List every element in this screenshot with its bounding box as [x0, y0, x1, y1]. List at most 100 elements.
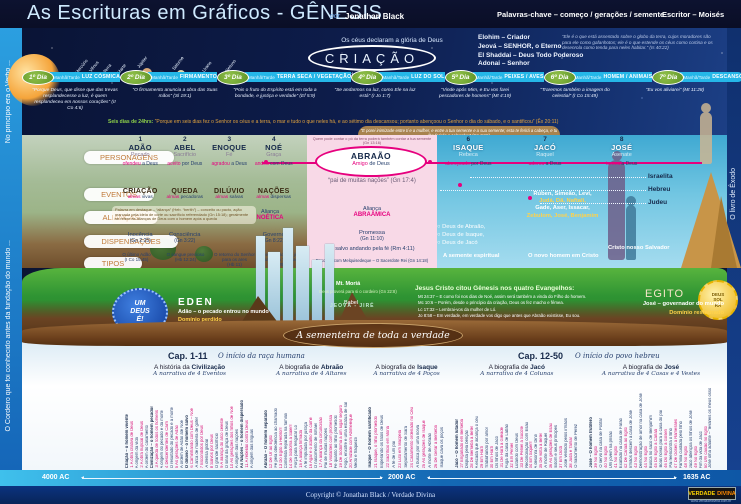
person-relation-part: por Deus — [181, 161, 203, 167]
chapter-items: Abraão – O homem separado 12 De Ur ao Egi… — [264, 386, 358, 468]
chapter-item: Pai reencontra o filho — [668, 428, 673, 468]
joseph-child-figure — [626, 205, 636, 260]
patriarchs-cyan-panel — [437, 135, 727, 268]
chapter-item: Fé quanto ao filho prometido — [334, 414, 339, 468]
chapter-item: 29 Em Harã — [479, 445, 484, 468]
person-trait: Sacrifício — [173, 152, 197, 158]
person-trait: Fé — [226, 152, 233, 158]
tribes-line: Judá, Dã, Naftali, — [539, 198, 586, 205]
chapter-item: 8 Salvos por Deus — [209, 433, 214, 468]
abraham-type-b: Encontro com Melquisedeque – O Sacerdote… — [315, 258, 429, 263]
chapter-item: José olha adiante – “levareis os meus os… — [708, 388, 713, 468]
spiritual-seed-label: A semente espiritual — [443, 253, 500, 259]
event-name: NAÇÕES — [257, 188, 290, 195]
chapter-item: A origem da vida — [134, 436, 139, 468]
chapter-item: 1 A obra criativa de Deus — [129, 421, 134, 468]
type-text: O sangue precioso — [166, 252, 205, 257]
day-quote: “Eu vos aliviarei” (Mt 11:28) — [645, 88, 705, 93]
byline-prefix: por — [330, 13, 341, 20]
chapter-item: 11 A rebelião contra Deus — [244, 420, 249, 468]
chapter-group: A biografia de José A narrativa de 4 Casa… — [589, 364, 713, 468]
chapter-item: 42 De Canaã ao Egito — [623, 426, 628, 468]
day-segment: 5º Dia Manhã/Tarde PEIXES / AVES — [444, 69, 544, 85]
event-souls-part: almas — [166, 195, 181, 200]
day-segment: 1º Dia Manhã/Tarde LUZ CÓSMICA — [22, 69, 121, 85]
person-name: JACÓ — [533, 143, 557, 152]
egypt-line-dominion: Domínio restaurado — [669, 310, 724, 316]
abraham-type-a: O salvo andando pela fé (Rm 4:11) — [329, 246, 415, 252]
person-relation: andou com Deus — [252, 161, 297, 167]
day-quote: “Traremos também a imagem do celestial” … — [540, 88, 610, 99]
chapter-item: 5 As gerações de Adão — [174, 424, 179, 468]
chapter-item: A ordem do casamento — [144, 424, 149, 468]
chapter-item: 25 As gerações de Isaque — [422, 419, 427, 468]
abraham-name: ABRAÃO — [350, 151, 392, 161]
chapter-item: 4 Descendentes de Caim — [164, 420, 169, 468]
person-relation: abençoado por Deus — [430, 161, 507, 167]
chapter-item: A fé imputada por justiça — [304, 422, 309, 468]
chapter-item: O dilúvio – o homem salvo — [184, 414, 189, 468]
person-relation-part: andou — [254, 161, 271, 167]
eden-line-dominion: Domínio perdido — [178, 317, 222, 323]
chapter-item: Busca no saco de Benjamim — [648, 414, 653, 468]
chapter-item: Contenda reparada na família — [284, 412, 289, 468]
person-trait: Pecado — [130, 152, 150, 158]
chapter-group: A biografia de Abraão A narrativa de 4 Al… — [264, 364, 358, 468]
chapter-group-subtitle: A narrativa de 4 Casas e 4 Vestes — [601, 371, 701, 377]
tribes-line: Rúben, Simeão, Levi, — [533, 191, 592, 197]
chapter-item: 36 As gerações de Esaú — [549, 422, 554, 468]
event-column: CRIAÇÃO almas vivas — [118, 188, 163, 200]
keywords-label: Palavras-chave – começo / gerações / sem… — [497, 10, 665, 19]
chapter-item: Fuga da casa de Labão — [504, 423, 509, 468]
person-column: 1 ADÃO Pecado ofendeu a Deus — [118, 136, 163, 167]
writer-label: Escritor – Moisés — [662, 10, 725, 19]
chapter-item: 37 Em Dotã — [559, 445, 564, 468]
chapter-item: 7 Escondidos por Deus — [199, 424, 204, 468]
timeline-2000ac: 2000 AC — [388, 474, 416, 481]
jehovah-jireh-label: JEOVÁ - JIRÉ — [330, 303, 375, 309]
chapter-items: Jacó – O homem lutador 27 Enganado em Ber… — [455, 386, 579, 468]
event-souls: almas salvas — [207, 195, 252, 200]
dispensation-name: Governo — [262, 232, 285, 238]
chapter-item: Trabalhando por amor — [484, 426, 489, 468]
chapter-item: Abraão – O homem separado — [264, 409, 269, 468]
event-souls: almas pecadoras — [163, 195, 208, 200]
chapter-item: Fim da vida de Jacó — [698, 430, 703, 468]
morning-evening-label: Manhã/Tarde — [475, 74, 503, 80]
person-relation: agradou a Deus — [207, 161, 252, 167]
dotted-leader — [540, 203, 646, 204]
building-icon — [296, 246, 309, 322]
day-category-label: PEIXES / AVES — [504, 74, 544, 80]
chapter-item: A ordem de Adão até Noé — [179, 420, 184, 468]
event-name: CRIAÇÃO — [122, 188, 158, 195]
day-category-label: FIRMAMENTO — [179, 74, 217, 80]
chapter-item: A morte de Abraão — [428, 433, 433, 468]
chapter-item: O sinal da graça de Deus — [224, 420, 229, 468]
chapter-item: Edom e seus príncipes — [554, 425, 559, 468]
person-number: 7 — [543, 136, 547, 143]
lineage-dot — [428, 160, 432, 164]
day-category-band: Manhã/Tarde LUZ CÓSMICA — [50, 72, 121, 82]
chapter-item: 26 De Gerar a Berseba — [434, 424, 439, 468]
event-name: DILÚVIO — [214, 188, 245, 195]
gospel-quote-line: Jo 8:58 – Em verdade, em verdade vos dig… — [418, 313, 581, 319]
chapter-item: O servo na casa de Potifar — [598, 418, 603, 468]
chapter-item: 39 No Egito — [593, 446, 598, 468]
chapter-item: Disputa pela bênção — [464, 429, 469, 468]
lineage-dot — [264, 160, 268, 164]
chapter-item: 13 Do Egito a Hebrom — [279, 426, 284, 468]
chapter-item: 46 Do Egito a Gósen — [663, 429, 668, 468]
chapter-item: Pai de muitas nações — [324, 427, 329, 468]
chapter-item: 14 De Sodoma a Salém — [289, 423, 294, 468]
person-relation: adorou a Deus — [507, 161, 584, 167]
tree-icon — [195, 246, 213, 262]
chapter-item: Os filhos de Jacó — [494, 435, 499, 468]
type-column: O retorno do Senhor para os ares (Hb 11) — [210, 252, 259, 268]
person-name: ADÃO — [128, 143, 152, 152]
lineage-dot — [458, 183, 462, 187]
person-relation-part: a Deus — [621, 161, 638, 167]
person-trait: Graça — [266, 152, 282, 158]
chapter-item: Demonstração de amor na casa de José — [638, 392, 643, 468]
chapter-item: A busca por uma noiva — [416, 425, 421, 468]
lineage-line — [262, 162, 702, 164]
